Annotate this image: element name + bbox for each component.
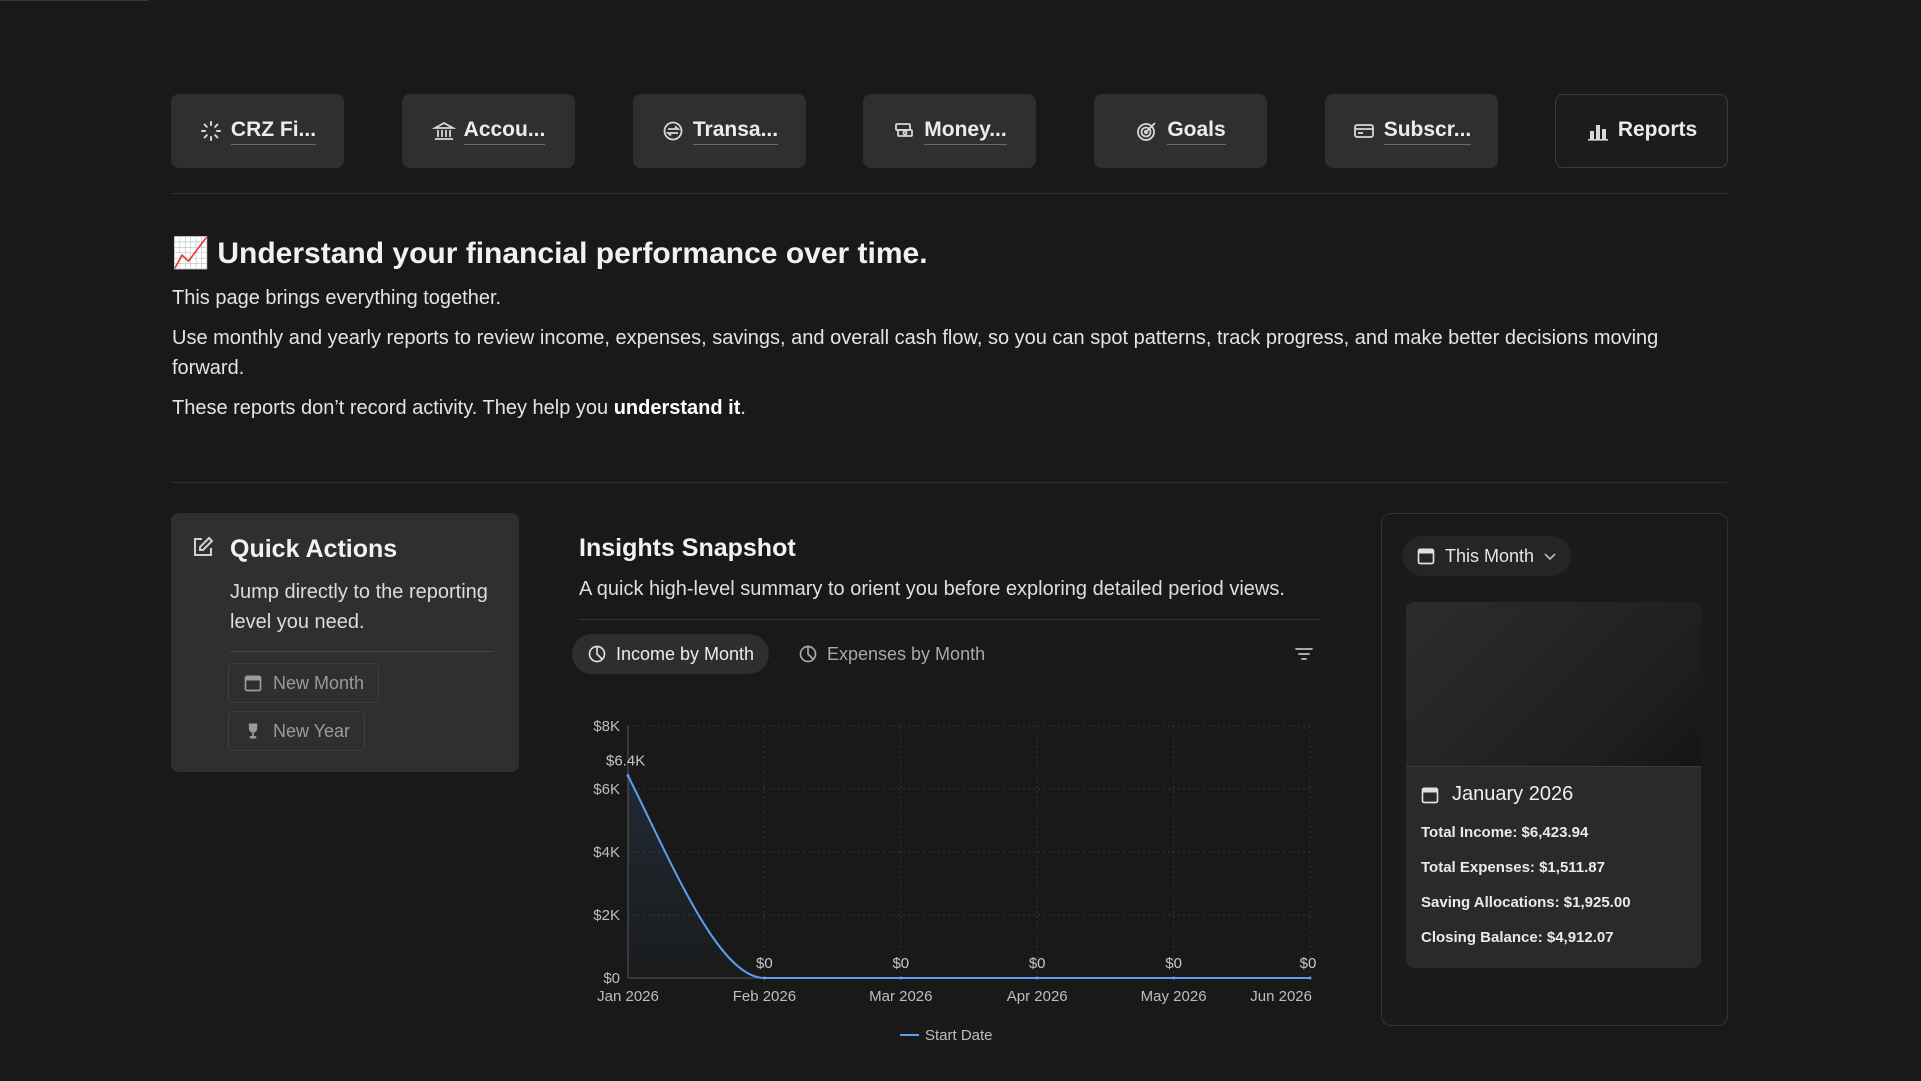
pie-chart-icon: [799, 645, 817, 663]
quick-actions-title: Quick Actions: [230, 535, 398, 563]
legend-label: Start Date: [925, 1027, 993, 1044]
x-tick-label: Jan 2026: [597, 988, 659, 1005]
x-tick-label: May 2026: [1141, 988, 1207, 1005]
data-label: $6.4K: [606, 753, 645, 770]
nav-transactions-button[interactable]: Transa...: [633, 94, 806, 168]
data-point: [1308, 976, 1312, 980]
new-month-label: New Month: [273, 672, 365, 693]
quick-actions-divider: [230, 651, 494, 652]
nav-label: Subscr...: [1383, 118, 1472, 145]
data-label: $0: [1300, 955, 1317, 972]
quick-actions-card: Quick Actions Jump directly to the repor…: [171, 513, 519, 772]
data-point: [899, 976, 903, 980]
tab-label: Expenses by Month: [827, 643, 986, 664]
quick-actions-description: Jump directly to the reporting level you…: [230, 581, 488, 633]
top-navigation: CRZ Fi... Accou... Transa... Money... Go…: [171, 94, 1728, 168]
y-tick-label: $6K: [593, 781, 620, 798]
new-year-button[interactable]: New Year: [228, 711, 366, 751]
nav-money-button[interactable]: Money...: [863, 94, 1036, 168]
x-tick-label: Apr 2026: [1007, 988, 1068, 1005]
series-area: [628, 775, 1310, 978]
target-icon: [1137, 122, 1156, 141]
page-title: 📈 Understand your financial performance …: [172, 236, 1732, 271]
card-cover-image: [1406, 602, 1701, 767]
x-tick-label: Jun 2026: [1250, 988, 1312, 1005]
bank-icon: [431, 121, 456, 140]
data-point: [762, 976, 766, 980]
period-selector[interactable]: This Month: [1402, 536, 1572, 576]
section-divider: [171, 482, 1727, 483]
x-tick-label: Feb 2026: [733, 988, 796, 1005]
x-tick-label: Mar 2026: [869, 988, 932, 1005]
closing-balance: Closing Balance: $4,912.07: [1421, 929, 1614, 946]
trophy-icon: [248, 723, 258, 739]
data-point: [1172, 976, 1176, 980]
nav-divider: [171, 193, 1727, 194]
nav-reports-button[interactable]: Reports: [1555, 94, 1728, 168]
pie-chart-icon: [588, 645, 606, 663]
chart-emoji-icon: 📈: [172, 237, 210, 270]
series-line: [627, 775, 1310, 979]
data-label: $0: [1029, 955, 1046, 972]
total-expenses: Total Expenses: $1,511.87: [1421, 859, 1605, 876]
data-label: $0: [892, 955, 909, 972]
nav-label: Money...: [924, 118, 1007, 145]
summary-panel: This Month January 2026 Total Income: $6…: [1381, 513, 1728, 1026]
filter-icon[interactable]: [1295, 646, 1313, 662]
income-chart: $0 $2K $4K $6K $8K Jan 2026 Feb 2026 Mar 2026 Ap…: [593, 718, 1317, 1044]
intro-p3-end: .: [740, 397, 746, 419]
data-point: [1035, 976, 1039, 980]
nav-goals-button[interactable]: Goals: [1094, 94, 1267, 168]
y-tick-label: $8K: [593, 718, 620, 735]
calendar-icon: [1421, 787, 1439, 803]
month-card-title: January 2026: [1452, 783, 1574, 805]
period-selector-label: This Month: [1445, 545, 1535, 566]
insights-description: A quick high-level summary to orient you…: [579, 578, 1285, 600]
month-card-heading: January 2026: [1420, 783, 1573, 806]
nav-crz-finance-button[interactable]: CRZ Fi...: [171, 94, 344, 168]
y-tick-label: $2K: [593, 907, 620, 924]
tab-label: Income by Month: [616, 643, 755, 664]
exchange-icon: [663, 121, 683, 141]
month-card[interactable]: January 2026 Total Income: $6,423.94 Tot…: [1406, 602, 1701, 968]
insights-title: Insights Snapshot: [579, 534, 796, 562]
window-top-edge: [0, 0, 148, 1]
nav-accounts-button[interactable]: Accou...: [402, 94, 575, 168]
intro-p3-bold: understand it: [613, 397, 741, 419]
data-point: [626, 774, 630, 778]
data-label: $0: [756, 955, 773, 972]
nav-label: Reports: [1617, 118, 1698, 141]
chevron-down-icon: [1544, 553, 1556, 561]
bar-chart-icon: [1587, 125, 1608, 141]
insights-divider: [579, 619, 1321, 620]
saving-allocations: Saving Allocations: $1,925.00: [1421, 894, 1631, 911]
intro-paragraph-1: This page brings everything together.: [172, 287, 502, 309]
edit-icon: [194, 536, 214, 556]
intro-p3-text: These reports don’t record activity. The…: [172, 397, 614, 419]
calendar-icon: [1417, 548, 1435, 565]
data-label: $0: [1165, 955, 1182, 972]
intro-paragraph-3: These reports don’t record activity. The…: [172, 393, 1732, 423]
tab-income-by-month[interactable]: Income by Month: [572, 634, 770, 674]
nav-subscriptions-button[interactable]: Subscr...: [1325, 94, 1498, 168]
y-tick-label: $4K: [593, 844, 620, 861]
card-icon: [1353, 124, 1374, 138]
money-stack-icon: [895, 123, 914, 137]
page-title-text: Understand your financial performance ov…: [217, 236, 928, 270]
nav-label: Transa...: [692, 118, 779, 145]
loader-icon: [200, 121, 221, 141]
tab-expenses-by-month[interactable]: Expenses by Month: [783, 634, 1000, 674]
intro-paragraph-2: Use monthly and yearly reports to review…: [172, 327, 1659, 379]
nav-label: Accou...: [463, 118, 546, 145]
intro-section: 📈 Understand your financial performance …: [172, 236, 1732, 423]
new-year-label: New Year: [273, 720, 351, 741]
new-month-button[interactable]: New Month: [228, 663, 380, 703]
nav-label: Goals: [1167, 118, 1226, 145]
y-tick-label: $0: [603, 970, 620, 987]
nav-label: CRZ Fi...: [230, 118, 317, 145]
calendar-icon: [244, 675, 262, 692]
total-income: Total Income: $6,423.94: [1421, 824, 1589, 841]
